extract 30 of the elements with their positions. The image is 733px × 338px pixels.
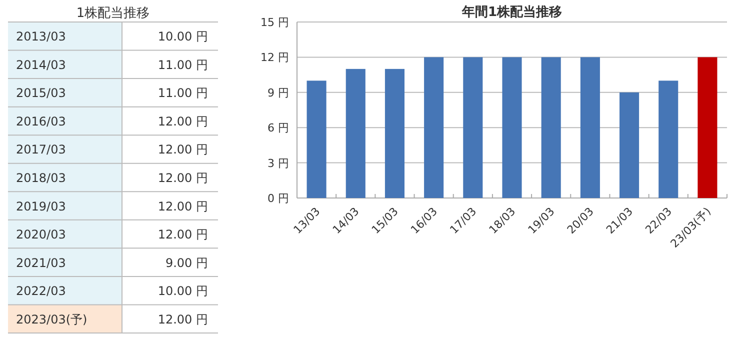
category-label: 2023/03(予) [16,312,88,326]
category-label: 2018/03 [16,171,66,185]
y-tick-label: 6 円 [268,122,289,135]
data-label: 12.00 円 [158,199,208,214]
data-label: 10.00 円 [158,284,208,298]
y-tick-label: 12 円 [260,51,289,64]
category-label: 2022/03 [16,284,66,298]
data-label: 12.00 円 [158,142,208,157]
data-label: 12.00 円 [158,114,208,128]
data-label: 12.00 円 [158,312,208,326]
category-label: 2016/03 [16,114,66,128]
data-label: 10.00 円 [158,30,208,44]
y-tick-label: 9 円 [268,86,289,100]
data-label: 11.00 円 [158,58,208,72]
category-label: 2020/03 [16,228,66,242]
text: 1株配当推移 [76,6,150,21]
chart-title: 年間1株配当推移 [460,5,562,20]
y-tick-label: 0 円 [268,192,289,205]
data-label: 9.00 円 [165,256,208,270]
category-label: 2014/03 [16,58,66,72]
category-label: 2021/03 [16,256,66,270]
category-label: 2019/03 [16,199,66,214]
data-label: 12.00 円 [158,228,208,242]
category-label: 2013/03 [16,30,66,44]
y-tick-label: 15 円 [260,16,289,29]
y-tick-label: 3 円 [268,156,289,170]
category-label: 2017/03 [16,142,66,157]
data-label: 11.00 円 [158,86,208,100]
category-label: 2015/03 [16,86,66,100]
data-label: 12.00 円 [158,171,208,185]
